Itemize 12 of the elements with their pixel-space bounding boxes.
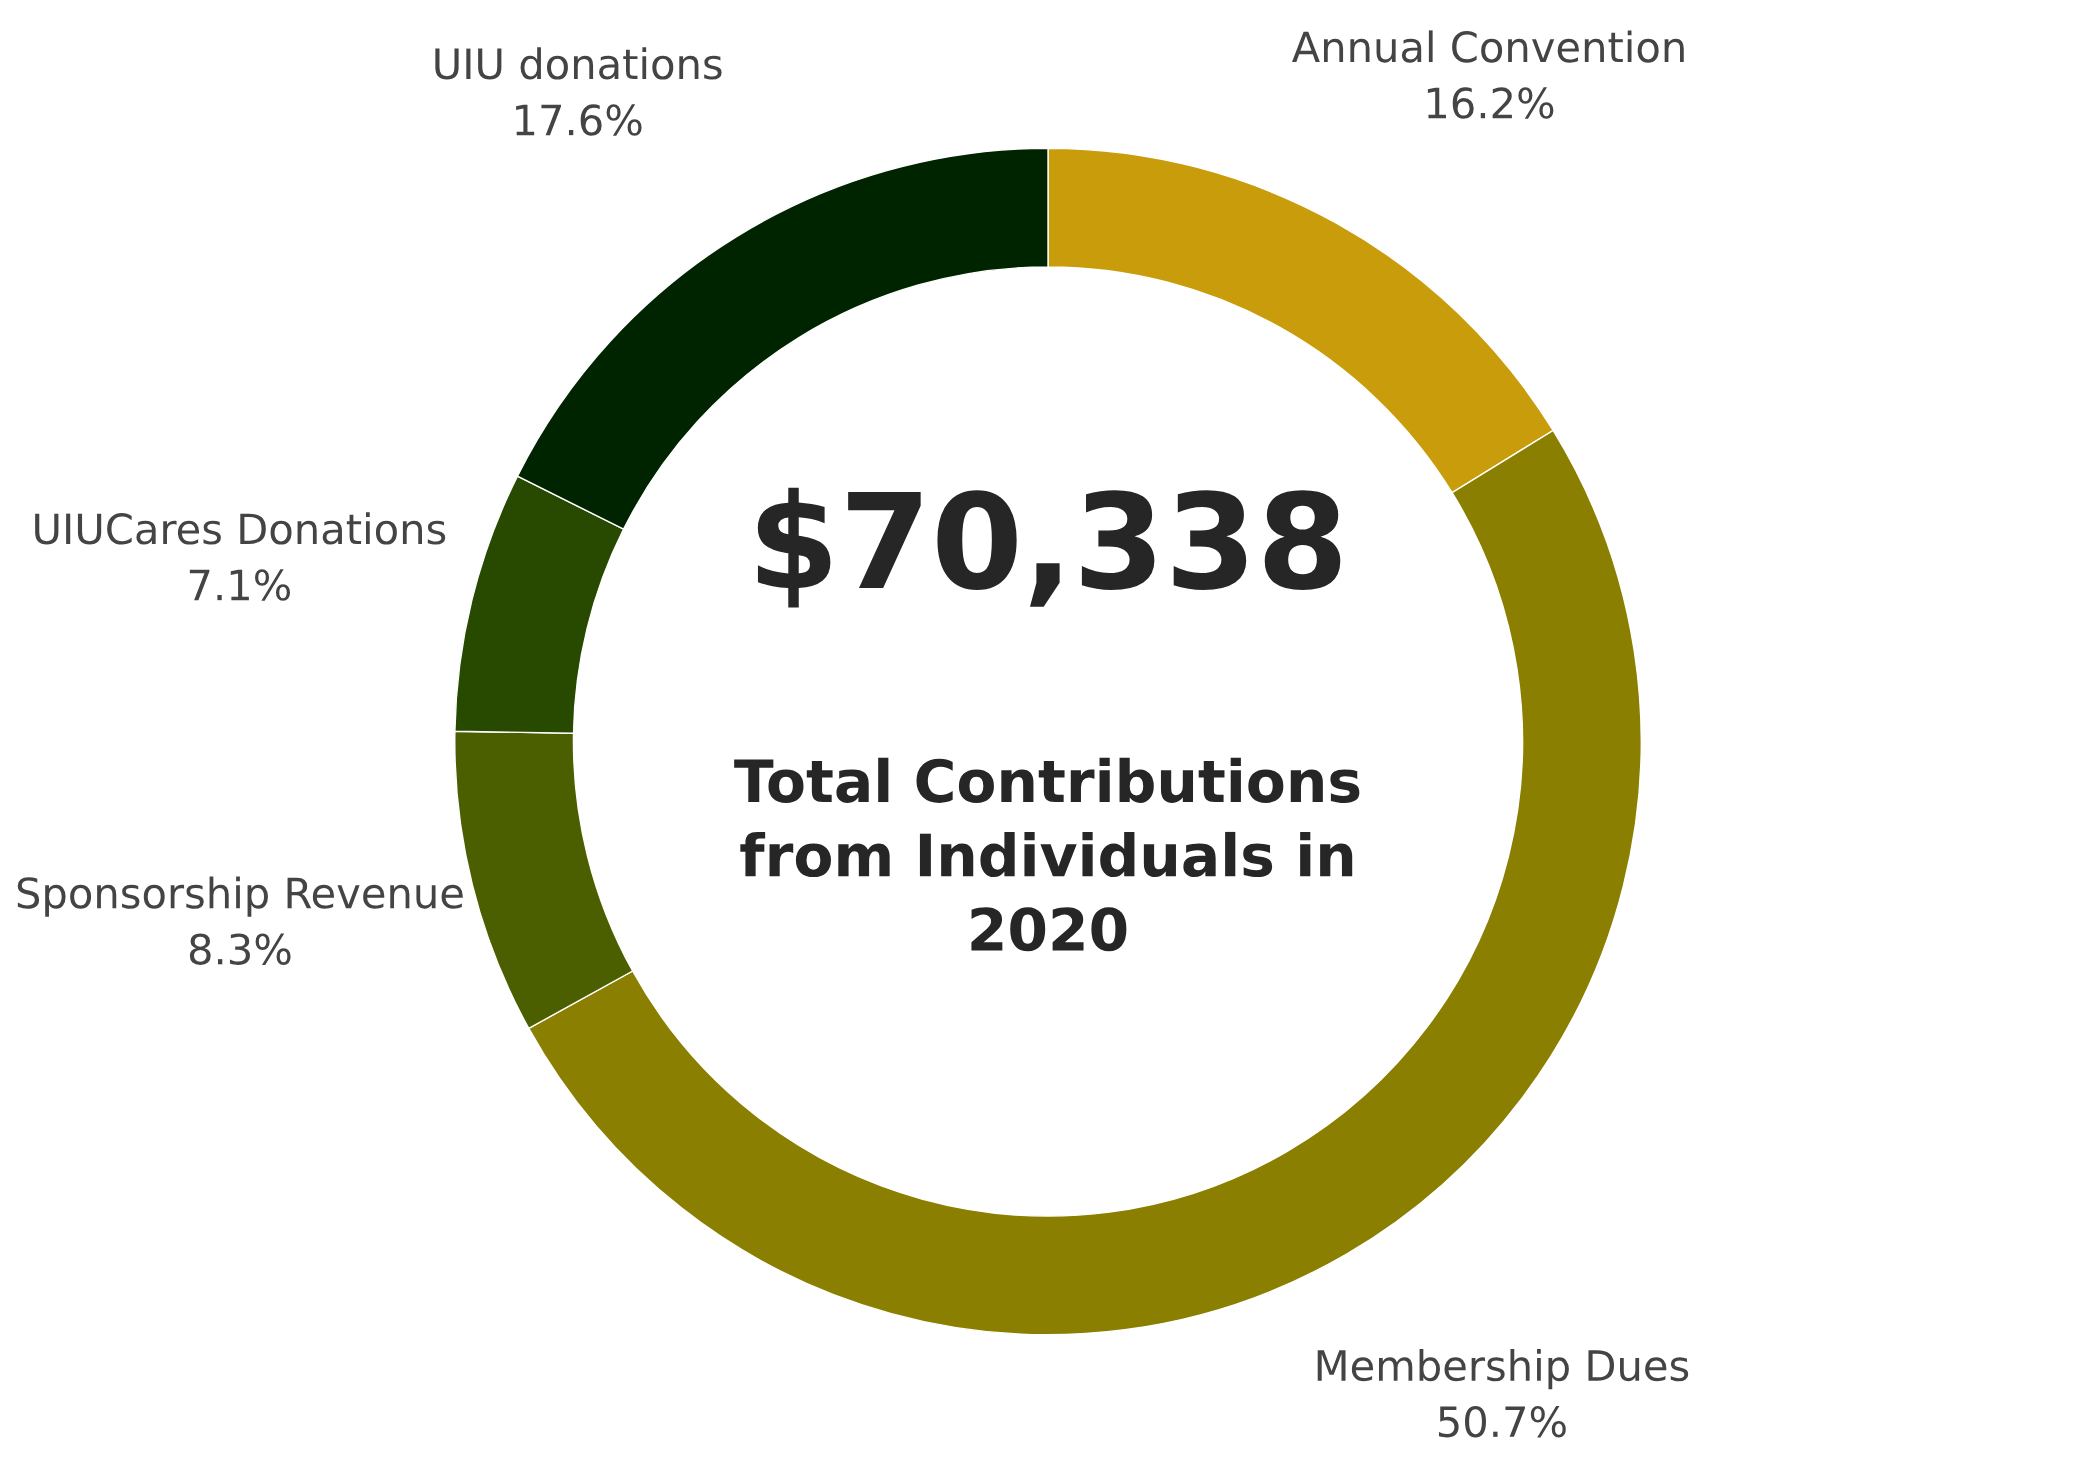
data-label: 7.1% [189, 569, 291, 601]
data-label: 16.2% [1427, 87, 1554, 119]
data-label: 17.6% [516, 104, 642, 136]
slice-label: Sponsorship Revenue [17, 876, 463, 917]
slice-label: Annual Convention [1292, 30, 1684, 63]
data-label: 8.3% [189, 933, 291, 965]
slice-label: Membership Dues [1317, 1349, 1689, 1390]
slice-label: UIU donations [435, 47, 722, 80]
text: $70,338 [757, 487, 1341, 608]
text: Total Contributions from Individuals in 2020 [734, 757, 1360, 952]
slice-label: UIUCares Donations [35, 512, 446, 545]
data-label: 50.7% [1438, 1405, 1566, 1438]
